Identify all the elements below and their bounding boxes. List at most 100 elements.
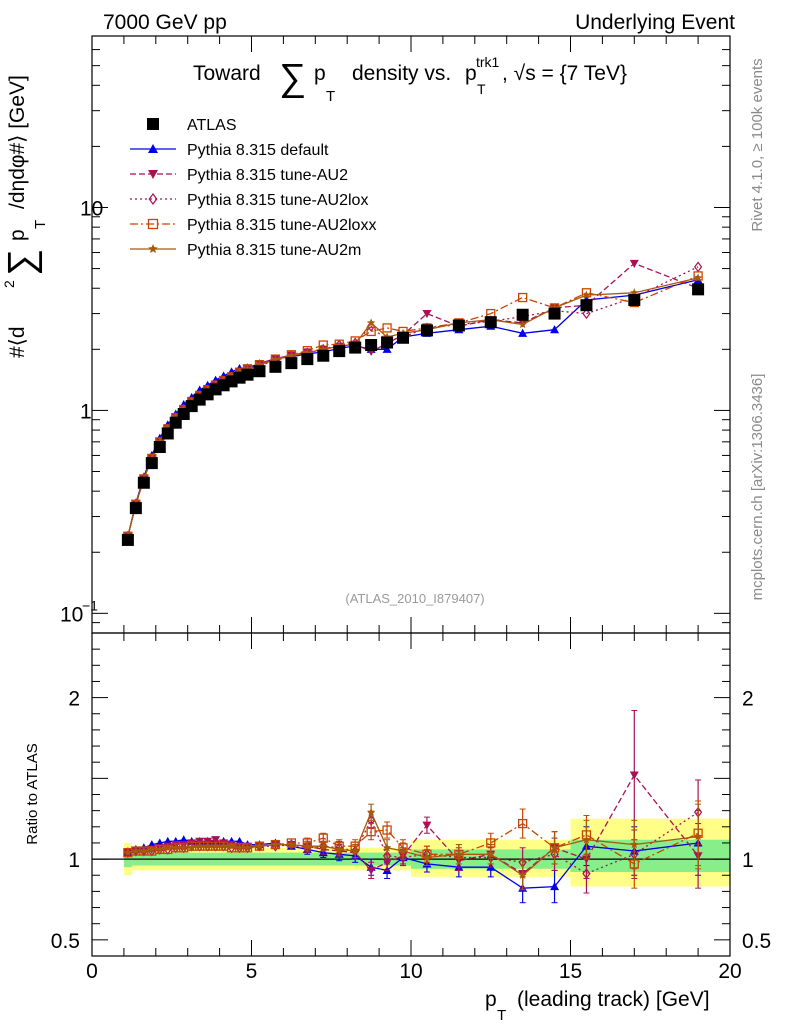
title-middle: density vs. <box>352 62 451 85</box>
data-point-pythia-8-315-default <box>382 344 392 353</box>
ratio-point-pythia-8-315-tune-au2m <box>227 841 236 850</box>
data-point-atlas <box>548 307 561 320</box>
ratio-point-pythia-8-315-tune-au2m <box>382 843 392 852</box>
data-point-atlas <box>397 331 410 344</box>
ratio-point-pythia-8-315-tune-au2m <box>630 840 639 849</box>
ratio-series-pythia-8-315-tune-au2m <box>123 803 703 891</box>
data-point-pythia-8-315-default <box>550 325 560 334</box>
ylabel-p: p <box>6 229 29 241</box>
ratio-point-pythia-8-315-tune-au2m <box>219 841 228 850</box>
main-y-tick-exponent: −1 <box>82 597 98 613</box>
data-point-atlas <box>349 341 362 354</box>
data-point-atlas <box>121 533 134 546</box>
data-point-pythia-8-315-tune-au2m <box>693 273 703 282</box>
ratio-point-pythia-8-315-tune-au2m <box>187 843 196 852</box>
data-point-atlas <box>692 283 705 296</box>
ratio-point-pythia-8-315-tune-au2 <box>422 821 432 830</box>
data-point-pythia-8-315-tune-au2loxx <box>693 271 703 281</box>
legend: ATLAS Pythia 8.315 default Pythia 8.315 tu… <box>130 117 376 259</box>
title-p2: p <box>465 62 477 85</box>
series-pythia-8-315-tune-au2m <box>123 273 703 540</box>
data-point-pythia-8-315-default <box>518 328 528 337</box>
ratio-line-pythia-8-315-tune-au2m <box>127 810 699 877</box>
title-p2-superscript: trk1 <box>476 54 500 70</box>
ratio-series-group <box>123 710 703 904</box>
legend-marker-pythia-8-315-tune-au2m <box>148 244 158 254</box>
legend-label-pythia-8-315-tune-au2m: Pythia 8.315 tune-AU2m <box>187 242 361 259</box>
legend-label-pythia-8-315-default: Pythia 8.315 default <box>187 142 329 159</box>
ratio-point-pythia-8-315-tune-au2m <box>693 831 703 841</box>
ratio-point-pythia-8-315-tune-au2m <box>195 841 204 850</box>
ratio-point-pythia-8-315-tune-au2m <box>235 843 244 852</box>
legend-marker-pythia-8-315-tune-au2 <box>148 170 158 179</box>
xlabel-p: p <box>485 988 497 1011</box>
data-point-pythia-8-315-tune-au2 <box>422 309 432 319</box>
ratio-point-pythia-8-315-tune-au2lox <box>582 868 591 880</box>
series-line-pythia-8-315-tune-au2lox <box>127 266 699 537</box>
x-tick-label: 5 <box>246 960 258 983</box>
data-point-pythia-8-315-tune-au2loxx <box>366 326 376 337</box>
title-p: p <box>314 62 326 85</box>
ratio-point-pythia-8-315-tune-au2m <box>123 848 133 857</box>
series-line-pythia-8-315-tune-au2loxx <box>127 275 699 537</box>
x-tick-label: 15 <box>559 960 582 983</box>
ratio-point-pythia-8-315-tune-au2m <box>243 843 252 852</box>
ylabel-close: /dηdφ#⟩ [GeV] <box>6 75 29 209</box>
ratio-point-pythia-8-315-tune-au2m <box>179 843 188 852</box>
data-point-atlas <box>628 294 641 307</box>
ratio-point-pythia-8-315-tune-au2m <box>203 841 212 850</box>
ratio-y-tick-label-right: 2 <box>742 688 754 711</box>
ratio-point-pythia-8-315-tune-au2 <box>366 866 376 875</box>
legend-entry-pythia-8-315-default: Pythia 8.315 default <box>130 142 329 159</box>
main-y-tick-label: 10 <box>60 603 83 626</box>
ratio-point-pythia-8-315-default <box>550 882 560 891</box>
x-tick-label: 0 <box>86 960 98 983</box>
ratio-point-pythia-8-315-tune-au2m <box>163 843 173 852</box>
mcplots-reference-label: mcplots.cern.ch [arXiv:1306.3436] <box>749 374 766 601</box>
legend-entry-pythia-8-315-tune-au2: Pythia 8.315 tune-AU2 <box>130 167 348 184</box>
rivet-version-label: Rivet 4.1.0, ≥ 100k events <box>749 58 766 231</box>
ylabel-squared: 2 <box>1 280 17 288</box>
ratio-point-pythia-8-315-tune-au2m <box>155 844 165 854</box>
data-point-atlas <box>145 457 158 470</box>
ratio-point-pythia-8-315-tune-au2m <box>486 849 496 858</box>
series-pythia-8-315-tune-au2lox <box>123 261 703 542</box>
title-p-subscript: T <box>326 88 335 105</box>
header-process: Underlying Event <box>575 11 735 34</box>
ratio-y-tick-labels: 0.5 0.5 1 1 2 2 <box>51 688 771 953</box>
x-tick-labels: 0 5 10 15 20 <box>86 960 742 983</box>
ratio-point-pythia-8-315-tune-au2loxx <box>286 838 297 848</box>
ratio-band-green <box>570 839 730 873</box>
xlabel-p-subscript: T <box>497 1007 506 1024</box>
ratio-point-pythia-8-315-tune-au2m <box>287 840 296 849</box>
legend-label-pythia-8-315-tune-au2loxx: Pythia 8.315 tune-AU2loxx <box>187 217 376 234</box>
ratio-point-pythia-8-315-tune-au2m <box>319 841 328 850</box>
main-series-group <box>121 259 705 546</box>
data-point-atlas <box>285 357 298 370</box>
title-sum-symbol: ∑ <box>279 57 306 99</box>
ratio-point-pythia-8-315-tune-au2m <box>582 835 591 844</box>
ratio-point-pythia-8-315-tune-au2m <box>131 846 141 855</box>
x-tick-label: 10 <box>399 960 422 983</box>
main-y-axis-label: #⟨d 2 ∑ p T /dηdφ#⟩ [GeV] <box>1 75 49 358</box>
legend-entry-atlas: ATLAS <box>147 117 237 134</box>
ratio-point-pythia-8-315-tune-au2m <box>211 841 220 850</box>
ratio-y-axis-label: Ratio to ATLAS <box>24 743 41 844</box>
main-y-tick-label: 1 <box>80 400 92 423</box>
data-point-atlas <box>516 308 529 321</box>
data-point-pythia-8-315-tune-au2 <box>629 259 639 268</box>
xlabel-rest: (leading track) [GeV] <box>517 988 710 1011</box>
ratio-point-pythia-8-315-tune-au2m <box>398 846 408 855</box>
legend-marker-atlas <box>147 118 159 130</box>
series-line-pythia-8-315-tune-au2m <box>127 277 699 537</box>
series-pythia-8-315-default <box>123 275 703 540</box>
x-tick-label: 20 <box>718 960 741 983</box>
title-lead: Toward <box>193 62 261 85</box>
data-point-atlas <box>484 316 497 329</box>
x-axis-label: p T (leading track) [GeV] <box>485 988 710 1024</box>
title-p2-subscript: T <box>477 81 486 97</box>
legend-label-pythia-8-315-tune-au2: Pythia 8.315 tune-AU2 <box>187 167 348 184</box>
